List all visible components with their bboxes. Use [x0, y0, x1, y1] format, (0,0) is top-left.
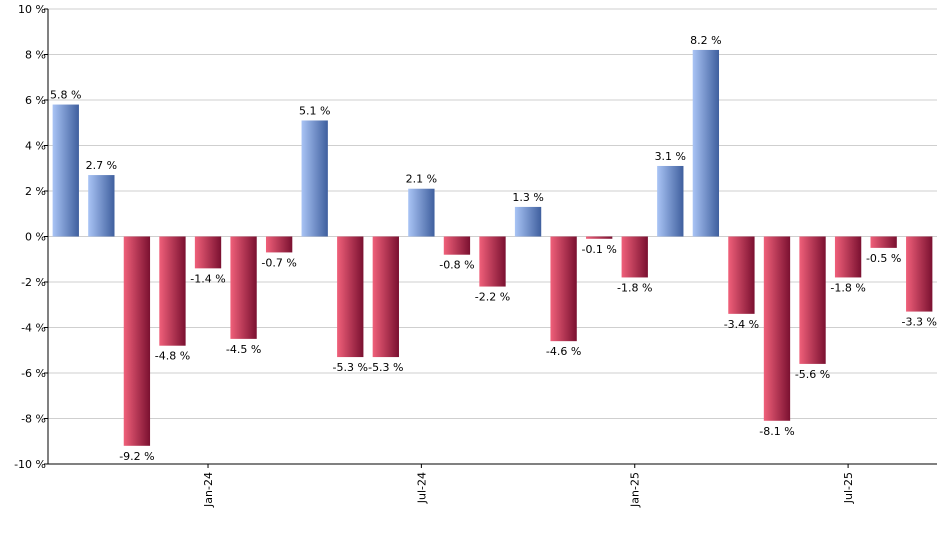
bar-Apr-25 — [728, 236, 755, 314]
data-label: -1.8 % — [830, 281, 865, 294]
bar-Apr-24 — [301, 120, 328, 237]
data-label: 5.8 % — [50, 89, 81, 102]
bar-Aug-25 — [870, 236, 897, 248]
data-label: -3.3 % — [902, 316, 937, 329]
bar-Jul-25 — [834, 236, 862, 278]
bar-Dec-24 — [586, 236, 613, 239]
y-tick-label: -4 % — [21, 322, 46, 335]
x-tick-label: Jul-24 — [415, 472, 428, 504]
data-label: 8.2 % — [690, 34, 721, 47]
y-tick-label: 4 % — [25, 140, 46, 153]
y-tick-label: -6 % — [21, 367, 46, 380]
data-label: -0.5 % — [866, 252, 901, 265]
y-tick-label: -2 % — [21, 276, 46, 289]
data-label: -5.3 % — [333, 361, 368, 374]
x-tick-label: Jan-24 — [202, 472, 215, 508]
data-label: -5.3 % — [368, 361, 403, 374]
bar-Feb-25 — [657, 165, 684, 237]
bar-Aug-24 — [443, 236, 471, 255]
bar-Nov-24 — [550, 236, 577, 342]
data-labels: 5.8 % 2.7 % -9.2 % -4.8 % -1.4 % -4.5 % -0.7 %… — [50, 34, 937, 463]
data-label: -4.8 % — [155, 350, 190, 363]
data-label: -2.2 % — [475, 291, 510, 304]
data-label: 3.1 % — [655, 150, 686, 163]
y-tick-label: 6 % — [25, 94, 46, 107]
data-label: -0.1 % — [581, 243, 616, 256]
data-label: -8.1 % — [759, 425, 794, 438]
bar-Jan-25 — [621, 236, 648, 278]
bar-Sep-24 — [479, 236, 506, 287]
bar-Feb-24 — [230, 236, 257, 339]
bar-Jan-24 — [194, 236, 222, 269]
y-tick-label: 10 % — [18, 3, 46, 16]
bar-Jun-25 — [799, 236, 826, 364]
y-tick-label: 2 % — [25, 185, 46, 198]
data-label: 5.1 % — [299, 104, 330, 117]
data-label: 1.3 % — [512, 191, 543, 204]
data-label: -0.7 % — [261, 256, 296, 269]
x-tick-label: Jul-25 — [842, 472, 855, 504]
bar-Oct-23 — [88, 175, 115, 237]
data-label: 2.1 % — [406, 173, 437, 186]
data-label: -5.6 % — [795, 368, 830, 381]
y-tick-label: -10 % — [14, 458, 46, 471]
bar-Jun-24 — [372, 236, 399, 358]
data-label: 2.7 % — [86, 159, 117, 172]
data-label: -9.2 % — [119, 450, 154, 463]
bar-May-25 — [763, 236, 791, 421]
bar-Sep-25 — [906, 236, 933, 312]
bar-Jul-24 — [408, 188, 435, 237]
x-tick-label: Jan-25 — [629, 472, 642, 508]
bar-Mar-25 — [692, 49, 720, 237]
y-tick-label: 0 % — [25, 231, 46, 244]
data-label: -4.6 % — [546, 345, 581, 358]
data-label: -4.5 % — [226, 343, 261, 356]
bar-Mar-24 — [265, 236, 293, 253]
data-label: -3.4 % — [724, 318, 759, 331]
bar-May-24 — [337, 236, 364, 358]
bar-Oct-24 — [514, 206, 542, 237]
bar-Sep-23 — [52, 104, 79, 237]
bar-Nov-23 — [123, 236, 151, 446]
data-label: -0.8 % — [439, 259, 474, 272]
data-label: -1.8 % — [617, 281, 652, 294]
y-tick-label: -8 % — [21, 413, 46, 426]
bars — [52, 49, 933, 446]
data-label: -1.4 % — [190, 272, 225, 285]
axes: 10 % 8 % 6 % 4 % 2 % 0 % -2 % -4 % -6 % -8 % -10 %… — [14, 3, 937, 508]
bar-Dec-23 — [159, 236, 186, 346]
y-tick-label: 8 % — [25, 49, 46, 62]
